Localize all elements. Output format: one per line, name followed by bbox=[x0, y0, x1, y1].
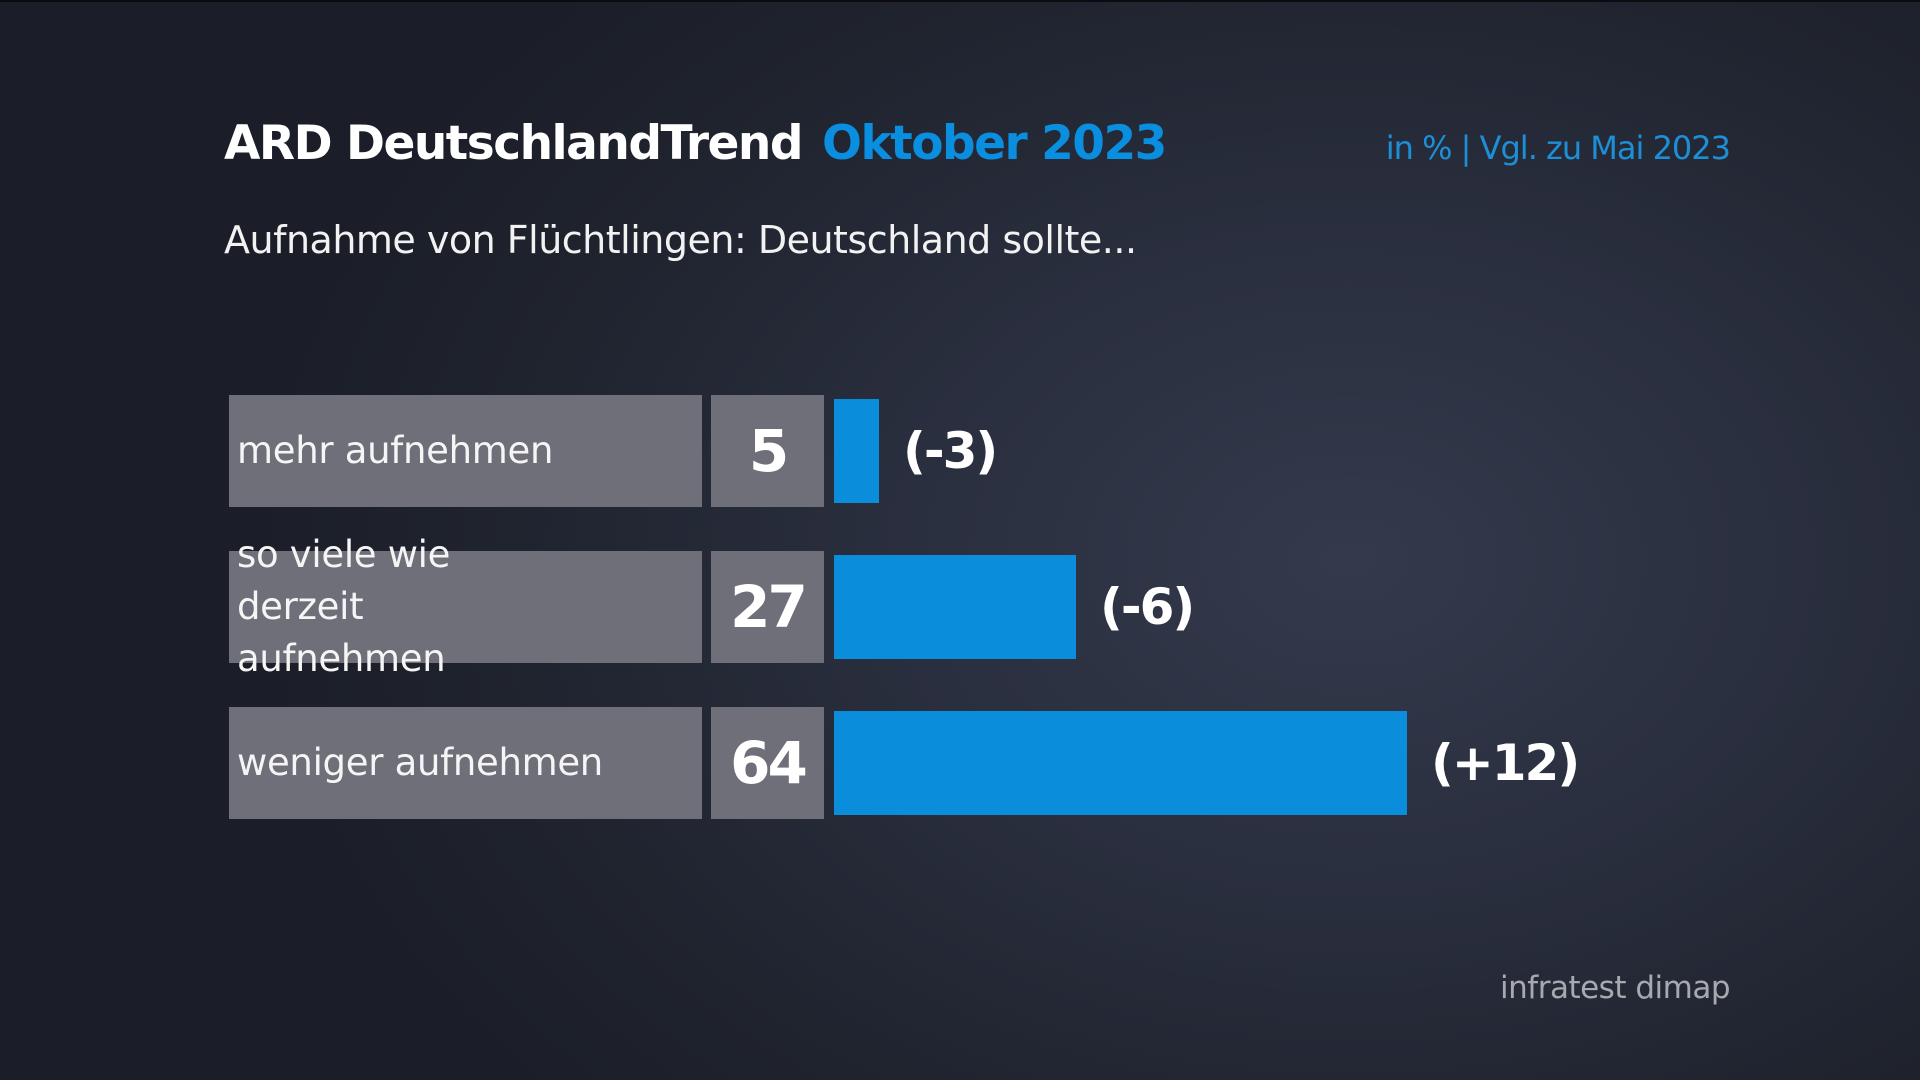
value-box: 5 bbox=[711, 395, 824, 507]
top-edge-line bbox=[0, 0, 1920, 2]
unit-comparison-note: in % | Vgl. zu Mai 2023 bbox=[1385, 129, 1731, 167]
bar bbox=[834, 555, 1076, 659]
value-text: 5 bbox=[748, 417, 789, 485]
change-label: (-6) bbox=[1100, 578, 1195, 636]
change-label: (-3) bbox=[903, 422, 998, 480]
category-label: mehr aufnehmen bbox=[237, 429, 554, 472]
change-label: (+12) bbox=[1431, 734, 1580, 792]
title-main: ARD DeutschlandTrend bbox=[224, 116, 804, 171]
value-text: 27 bbox=[730, 573, 808, 641]
category-label: weniger aufnehmen bbox=[237, 741, 603, 784]
bar-row-so-viele-wie-derzeit: so viele wie derzeit aufnehmen 27 (-6) bbox=[229, 533, 1629, 680]
bar-row-mehr-aufnehmen: mehr aufnehmen 5 (-3) bbox=[229, 395, 1629, 507]
chart-subtitle: Aufnahme von Flüchtlingen: Deutschland s… bbox=[224, 218, 1137, 262]
category-label-box: mehr aufnehmen bbox=[229, 395, 702, 507]
category-label-box: so viele wie derzeit aufnehmen bbox=[229, 533, 702, 680]
value-box: 64 bbox=[711, 707, 824, 819]
title-date: Oktober 2023 bbox=[822, 116, 1167, 171]
value-text: 64 bbox=[730, 729, 808, 797]
bar bbox=[834, 711, 1407, 815]
category-label: so viele wie derzeit aufnehmen bbox=[237, 533, 451, 680]
category-label-box: weniger aufnehmen bbox=[229, 707, 702, 819]
bar bbox=[834, 399, 879, 503]
chart-title: ARD DeutschlandTrend Oktober 2023 bbox=[224, 116, 1167, 172]
source-credit: infratest dimap bbox=[1500, 970, 1730, 1006]
bar-row-weniger-aufnehmen: weniger aufnehmen 64 (+12) bbox=[229, 707, 1629, 819]
value-box: 27 bbox=[711, 551, 824, 663]
